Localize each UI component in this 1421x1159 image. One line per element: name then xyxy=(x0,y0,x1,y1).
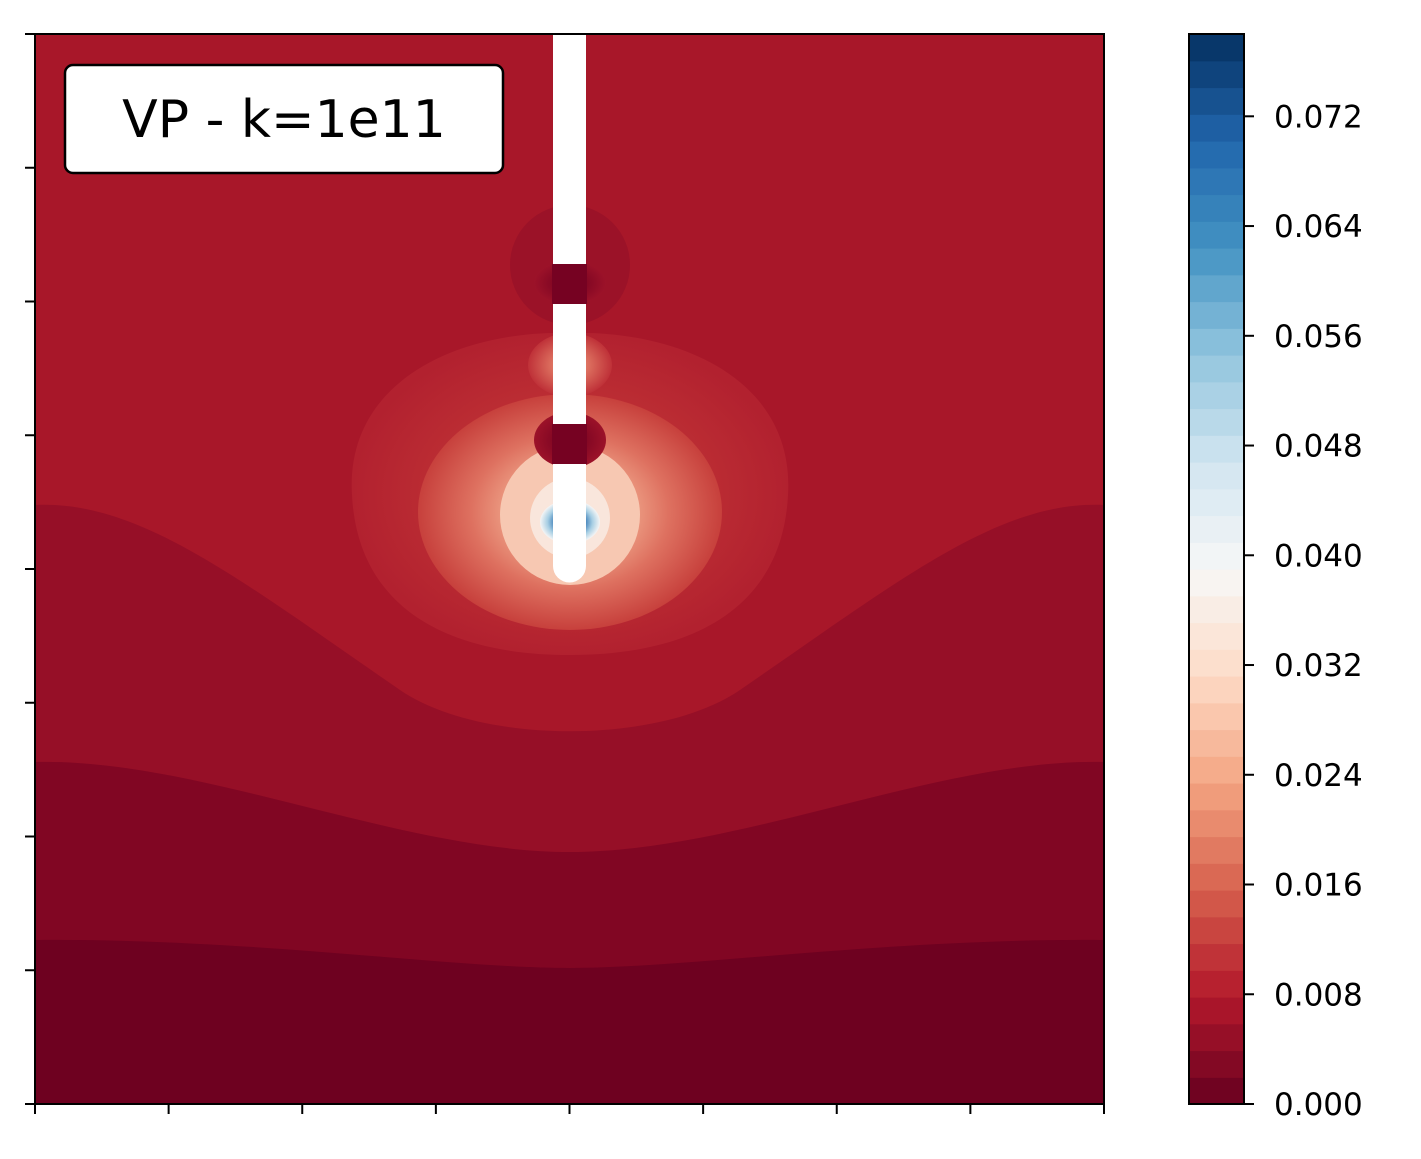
annotation-box: VP - k=1e11 xyxy=(63,63,505,175)
x-axis-ticks xyxy=(34,1104,1105,1114)
colorbar-level xyxy=(1189,702,1244,731)
colorbar-level xyxy=(1189,970,1244,998)
colorbar-tick-label: 0.024 xyxy=(1274,758,1363,794)
colorbar-level xyxy=(1189,488,1244,517)
annotation-label: VP - k=1e11 xyxy=(122,90,446,150)
colorbar-tick-label: 0.072 xyxy=(1274,99,1363,135)
colorbar xyxy=(1189,34,1244,1105)
colorbar-level xyxy=(1189,836,1244,864)
borehole-segment xyxy=(553,304,586,424)
borehole-segment xyxy=(553,464,586,583)
colorbar-level xyxy=(1189,863,1244,891)
colorbar-level xyxy=(1189,729,1244,757)
colorbar-ticks: 0.000 0.008 0.016 0.024 0.032 0.040 0.048 0.056… xyxy=(1244,99,1363,1123)
colorbar-level xyxy=(1189,1050,1244,1078)
colorbar-level xyxy=(1189,997,1244,1025)
colorbar-level xyxy=(1189,328,1244,356)
colorbar-tick-label: 0.048 xyxy=(1274,429,1363,465)
colorbar-tick-label: 0.064 xyxy=(1274,209,1363,245)
colorbar-level xyxy=(1189,301,1244,329)
colorbar-level xyxy=(1189,87,1244,115)
colorbar-level xyxy=(1189,462,1244,490)
colorbar-level xyxy=(1189,1077,1244,1105)
colorbar-level xyxy=(1189,274,1244,303)
colorbar-level xyxy=(1189,194,1244,222)
colorbar-level xyxy=(1189,34,1244,62)
colorbar-level xyxy=(1189,595,1244,624)
contour-band xyxy=(35,939,1104,1104)
contour-field xyxy=(35,34,1104,1104)
colorbar-tick-label: 0.040 xyxy=(1274,538,1363,574)
colorbar-tick-label: 0.008 xyxy=(1274,977,1363,1013)
colorbar-level xyxy=(1189,515,1244,543)
colorbar-frame xyxy=(1188,33,1245,1105)
colorbar-level xyxy=(1189,943,1244,971)
colorbar-level xyxy=(1189,1023,1244,1052)
packer xyxy=(552,424,587,464)
colorbar-tick-label: 0.032 xyxy=(1274,648,1363,684)
colorbar-level xyxy=(1189,221,1244,249)
colorbar-level xyxy=(1189,435,1244,463)
colorbar-level xyxy=(1189,622,1244,650)
colorbar-level xyxy=(1189,916,1244,945)
colorbar-level xyxy=(1189,890,1244,918)
colorbar-level xyxy=(1189,114,1244,142)
colorbar-level xyxy=(1189,167,1244,196)
colorbar-level xyxy=(1189,355,1244,383)
colorbar-level xyxy=(1189,809,1244,838)
colorbar-level xyxy=(1189,408,1244,436)
colorbar-level xyxy=(1189,569,1244,597)
colorbar-level xyxy=(1189,542,1244,570)
colorbar-level xyxy=(1189,248,1244,276)
colorbar-level xyxy=(1189,676,1244,704)
colorbar-level xyxy=(1189,783,1244,811)
borehole-segment xyxy=(553,34,586,264)
colorbar-level xyxy=(1189,60,1244,89)
packer xyxy=(552,264,587,304)
colorbar-tick-label: 0.056 xyxy=(1274,319,1363,355)
y-axis-ticks xyxy=(25,33,35,1105)
colorbar-level xyxy=(1189,649,1244,677)
colorbar-tick-label: 0.016 xyxy=(1274,868,1363,904)
colorbar-level xyxy=(1189,141,1244,169)
colorbar-tick-label: 0.000 xyxy=(1274,1087,1363,1123)
colorbar-level xyxy=(1189,756,1244,784)
colorbar-level xyxy=(1189,381,1244,410)
